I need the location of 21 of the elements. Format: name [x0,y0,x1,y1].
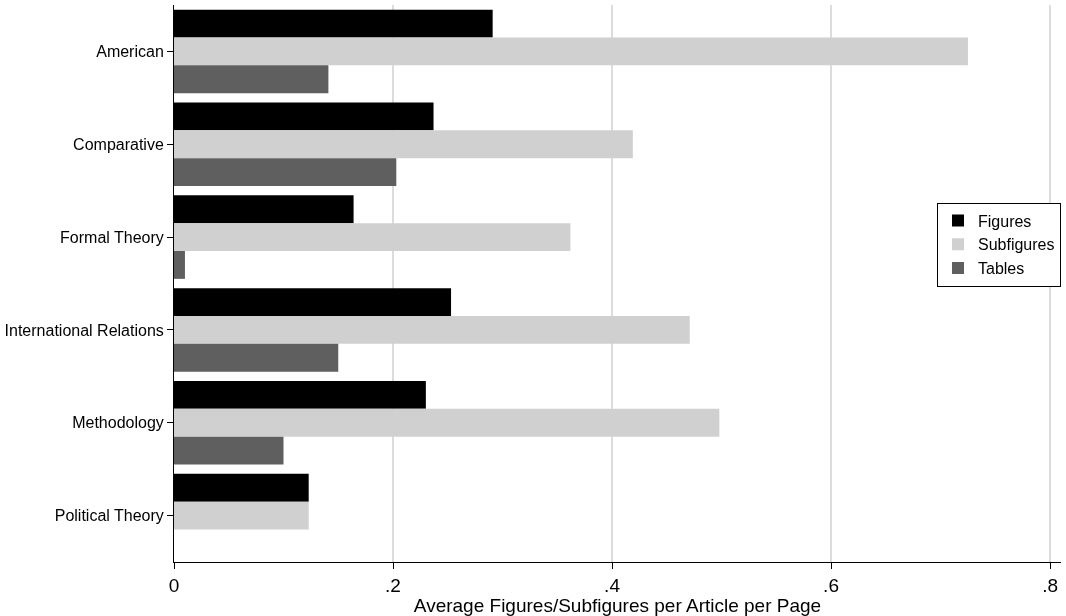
bar [174,65,329,94]
bar [174,158,397,187]
bar [174,251,185,279]
y-tick-label: Political Theory [54,507,164,525]
legend-label: Figures [978,212,1032,230]
x-tick-label: .4 [604,574,621,596]
x-tick-label: .2 [385,574,401,596]
bar [174,436,284,465]
x-tick-label: .8 [1042,574,1058,596]
legend-label: Tables [978,260,1025,278]
x-tick-label: .6 [823,574,839,596]
y-tick-label: American [96,43,164,61]
legend-label: Subfigures [978,236,1055,254]
x-tick-label: 0 [168,574,180,596]
y-tick-label: Methodology [72,414,164,432]
x-axis-title: Average Figures/Subfigures per Article per Page [413,595,822,616]
bar [174,501,309,530]
y-tick-label: Comparative [73,135,164,153]
y-tick-label: International Relations [4,321,164,339]
bar [174,343,339,372]
y-tick-label: Formal Theory [60,228,164,246]
